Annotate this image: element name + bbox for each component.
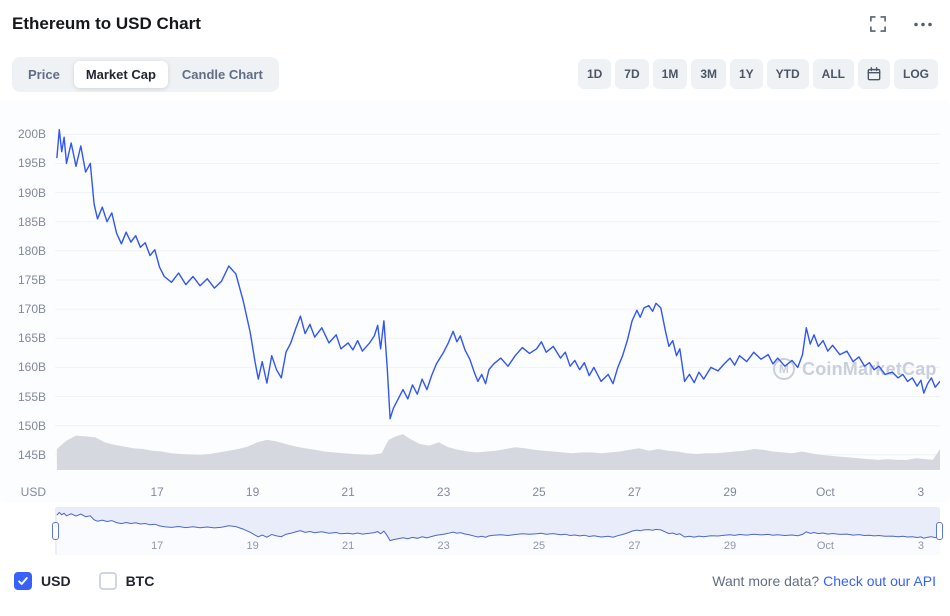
chart-toolbar: Price Market Cap Candle Chart 1D 7D 1M 3M 1Y YT… xyxy=(12,55,938,93)
x-axis: 17 19 21 23 25 27 29 Oct 3 xyxy=(55,485,940,501)
api-link[interactable]: Check out our API xyxy=(823,573,936,589)
y-axis-label: 180B xyxy=(17,243,46,258)
range-buttons: 1D 7D 1M 3M 1Y YTD ALL xyxy=(577,59,854,89)
y-axis-label: 200B xyxy=(17,127,46,142)
gridlines xyxy=(55,133,940,456)
y-axis-label: 155B xyxy=(17,389,46,404)
x-axis-label: 23 xyxy=(436,485,451,499)
x-axis-label: 19 xyxy=(245,485,260,499)
chart-header: Ethereum to USD Chart xyxy=(12,8,936,40)
page-title: Ethereum to USD Chart xyxy=(12,14,201,33)
y-axis-label: 170B xyxy=(17,302,46,317)
navigator-left-handle[interactable] xyxy=(52,522,59,540)
navigator[interactable]: 17 19 21 23 25 27 29 Oct 3 xyxy=(52,507,943,555)
fullscreen-button[interactable] xyxy=(866,12,890,36)
calendar-button[interactable] xyxy=(858,59,890,89)
btc-toggle: BTC xyxy=(98,572,155,590)
y-axis-label: 195B xyxy=(17,156,46,171)
fullscreen-icon xyxy=(870,16,886,32)
tab-price[interactable]: Price xyxy=(16,61,72,88)
x-axis-label: 29 xyxy=(723,540,737,552)
x-axis-label: 25 xyxy=(532,485,546,499)
range-button-1d[interactable]: 1D xyxy=(577,59,612,89)
btc-checkbox[interactable] xyxy=(98,572,117,590)
btc-label: BTC xyxy=(125,573,155,589)
x-axis-label: 3 xyxy=(917,540,924,552)
x-axis-label: 27 xyxy=(628,540,641,552)
navigator-right-handle[interactable] xyxy=(936,522,943,540)
cta-text: Want more data? xyxy=(712,573,820,589)
navigator-mini-chart xyxy=(56,511,940,555)
api-cta: Want more data? Check out our API xyxy=(712,573,936,589)
ellipsis-icon xyxy=(914,22,932,26)
x-axis-label: 17 xyxy=(151,540,164,552)
x-axis-label: Oct xyxy=(816,485,835,499)
tab-candle-chart[interactable]: Candle Chart xyxy=(170,61,275,88)
x-axis-label: 19 xyxy=(246,540,259,552)
y-axis-label: 165B xyxy=(17,331,46,346)
range-button-7d[interactable]: 7D xyxy=(615,59,649,89)
header-actions xyxy=(866,12,936,36)
more-options-button[interactable] xyxy=(910,18,936,31)
x-axis-label: 25 xyxy=(532,540,546,552)
watermark-text: CoinMarketCap xyxy=(802,358,937,379)
x-axis-label: 17 xyxy=(150,485,164,499)
tab-market-cap[interactable]: Market Cap xyxy=(73,60,168,88)
x-axis-label: 23 xyxy=(437,540,450,552)
log-scale-button[interactable]: LOG xyxy=(894,59,938,89)
y-axis-label: 145B xyxy=(17,447,46,462)
y-axis-label: 160B xyxy=(17,360,46,375)
range-controls: 1D 7D 1M 3M 1Y YTD ALL LOG xyxy=(577,59,938,89)
range-button-all[interactable]: ALL xyxy=(812,59,854,89)
usd-label: USD xyxy=(41,573,71,589)
x-axis-label: 21 xyxy=(341,540,355,552)
currency-toggles: USD BTC xyxy=(14,572,154,590)
navigator-axis: 17 19 21 23 25 27 29 Oct 3 xyxy=(55,507,940,555)
usd-checkbox[interactable] xyxy=(14,572,32,590)
check-icon xyxy=(18,577,28,585)
range-button-3m[interactable]: 3M xyxy=(691,59,726,89)
y-axis: 200B 195B 190B 185B 180B 175B 170B 165B 160B 155B… xyxy=(0,115,48,470)
y-axis-label: 175B xyxy=(17,273,46,287)
usd-toggle: USD xyxy=(14,572,71,590)
coinmarketcap-logo-icon: M xyxy=(773,358,795,380)
y-axis-label: 185B xyxy=(17,214,46,229)
price-line-and-volume xyxy=(56,128,940,470)
x-axis-label: 21 xyxy=(341,485,355,499)
range-button-ytd[interactable]: YTD xyxy=(766,59,809,89)
y-axis-label: 150B xyxy=(17,418,46,433)
chart-footer: USD BTC Want more data? Check out our API xyxy=(14,566,936,596)
x-axis-label: 27 xyxy=(627,485,642,499)
range-button-1m[interactable]: 1M xyxy=(652,59,688,89)
chart-plot-area[interactable]: M CoinMarketCap xyxy=(55,115,940,470)
x-axis-label: 29 xyxy=(723,485,737,499)
watermark: M CoinMarketCap xyxy=(773,358,937,380)
chart-type-tabs: Price Market Cap Candle Chart xyxy=(12,56,279,92)
chart-panel xyxy=(0,100,950,503)
range-button-1y[interactable]: 1Y xyxy=(729,59,763,89)
x-axis-label: Oct xyxy=(816,540,834,552)
calendar-icon xyxy=(867,67,881,81)
x-axis-label: 3 xyxy=(917,485,925,499)
y-axis-label: 190B xyxy=(17,185,46,200)
y-axis-unit-label: USD xyxy=(20,485,46,499)
